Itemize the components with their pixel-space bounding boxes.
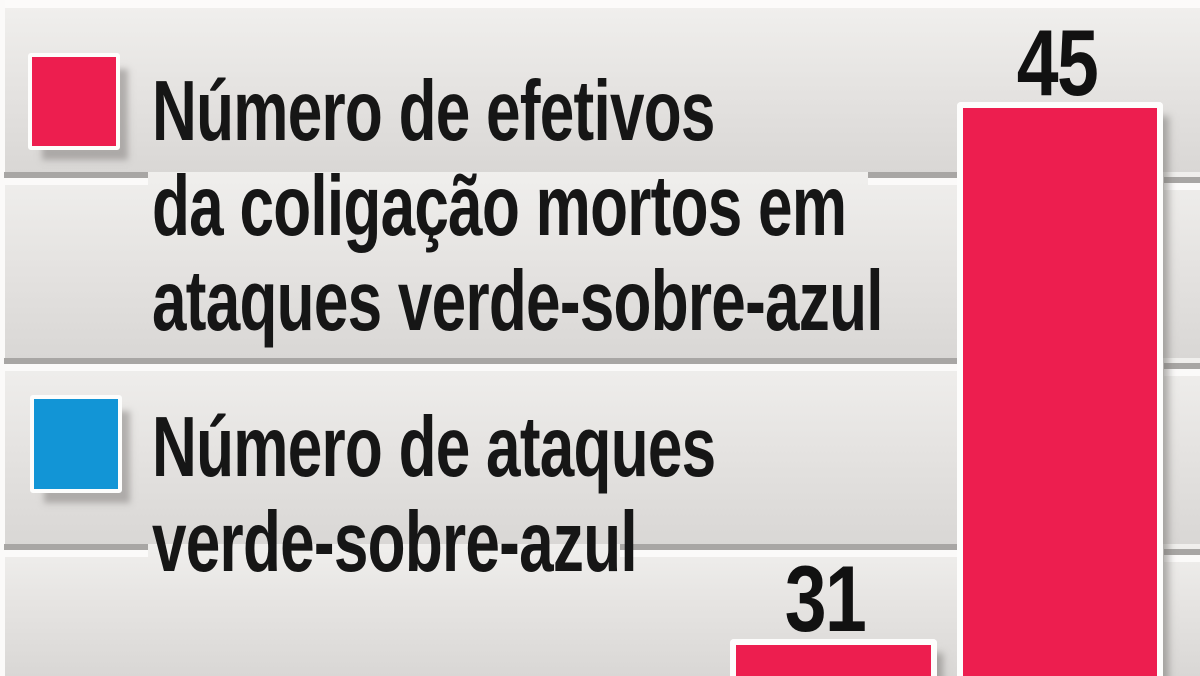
legend-label-coalition-deaths: Número de efetivos da coligação mortos e… [152,64,884,349]
gridline-segment [1164,549,1200,562]
legend-label-line: Número de efetivos [152,64,715,159]
legend-label-green-on-blue-attacks: Número de ataques verde-sobre-azul [152,400,716,590]
legend-swatch-green-on-blue-attacks [30,395,122,493]
legend-label-line: Número de ataques [152,400,716,495]
left-edge-highlight [0,0,5,676]
gridline-segment [4,544,148,557]
bar-value-label: 45 [1016,10,1099,115]
gridline-segment [4,358,958,371]
bar-coalition-deaths-31 [730,639,937,676]
gridline-segment [1164,177,1200,190]
gridline-segment [868,172,958,185]
legend-label-line: verde-sobre-azul [152,495,638,590]
legend-swatch-coalition-deaths [28,53,120,150]
gridline-segment [1164,363,1200,376]
gridline-segment [4,172,148,185]
top-edge-highlight [0,0,1200,8]
gridline-segment [620,544,958,557]
bar-coalition-deaths-45 [957,102,1163,676]
legend-label-line: ataques verde-sobre-azul [152,254,884,349]
bar-value-label: 31 [784,546,867,651]
legend-label-line: da coligação mortos em [152,159,847,254]
